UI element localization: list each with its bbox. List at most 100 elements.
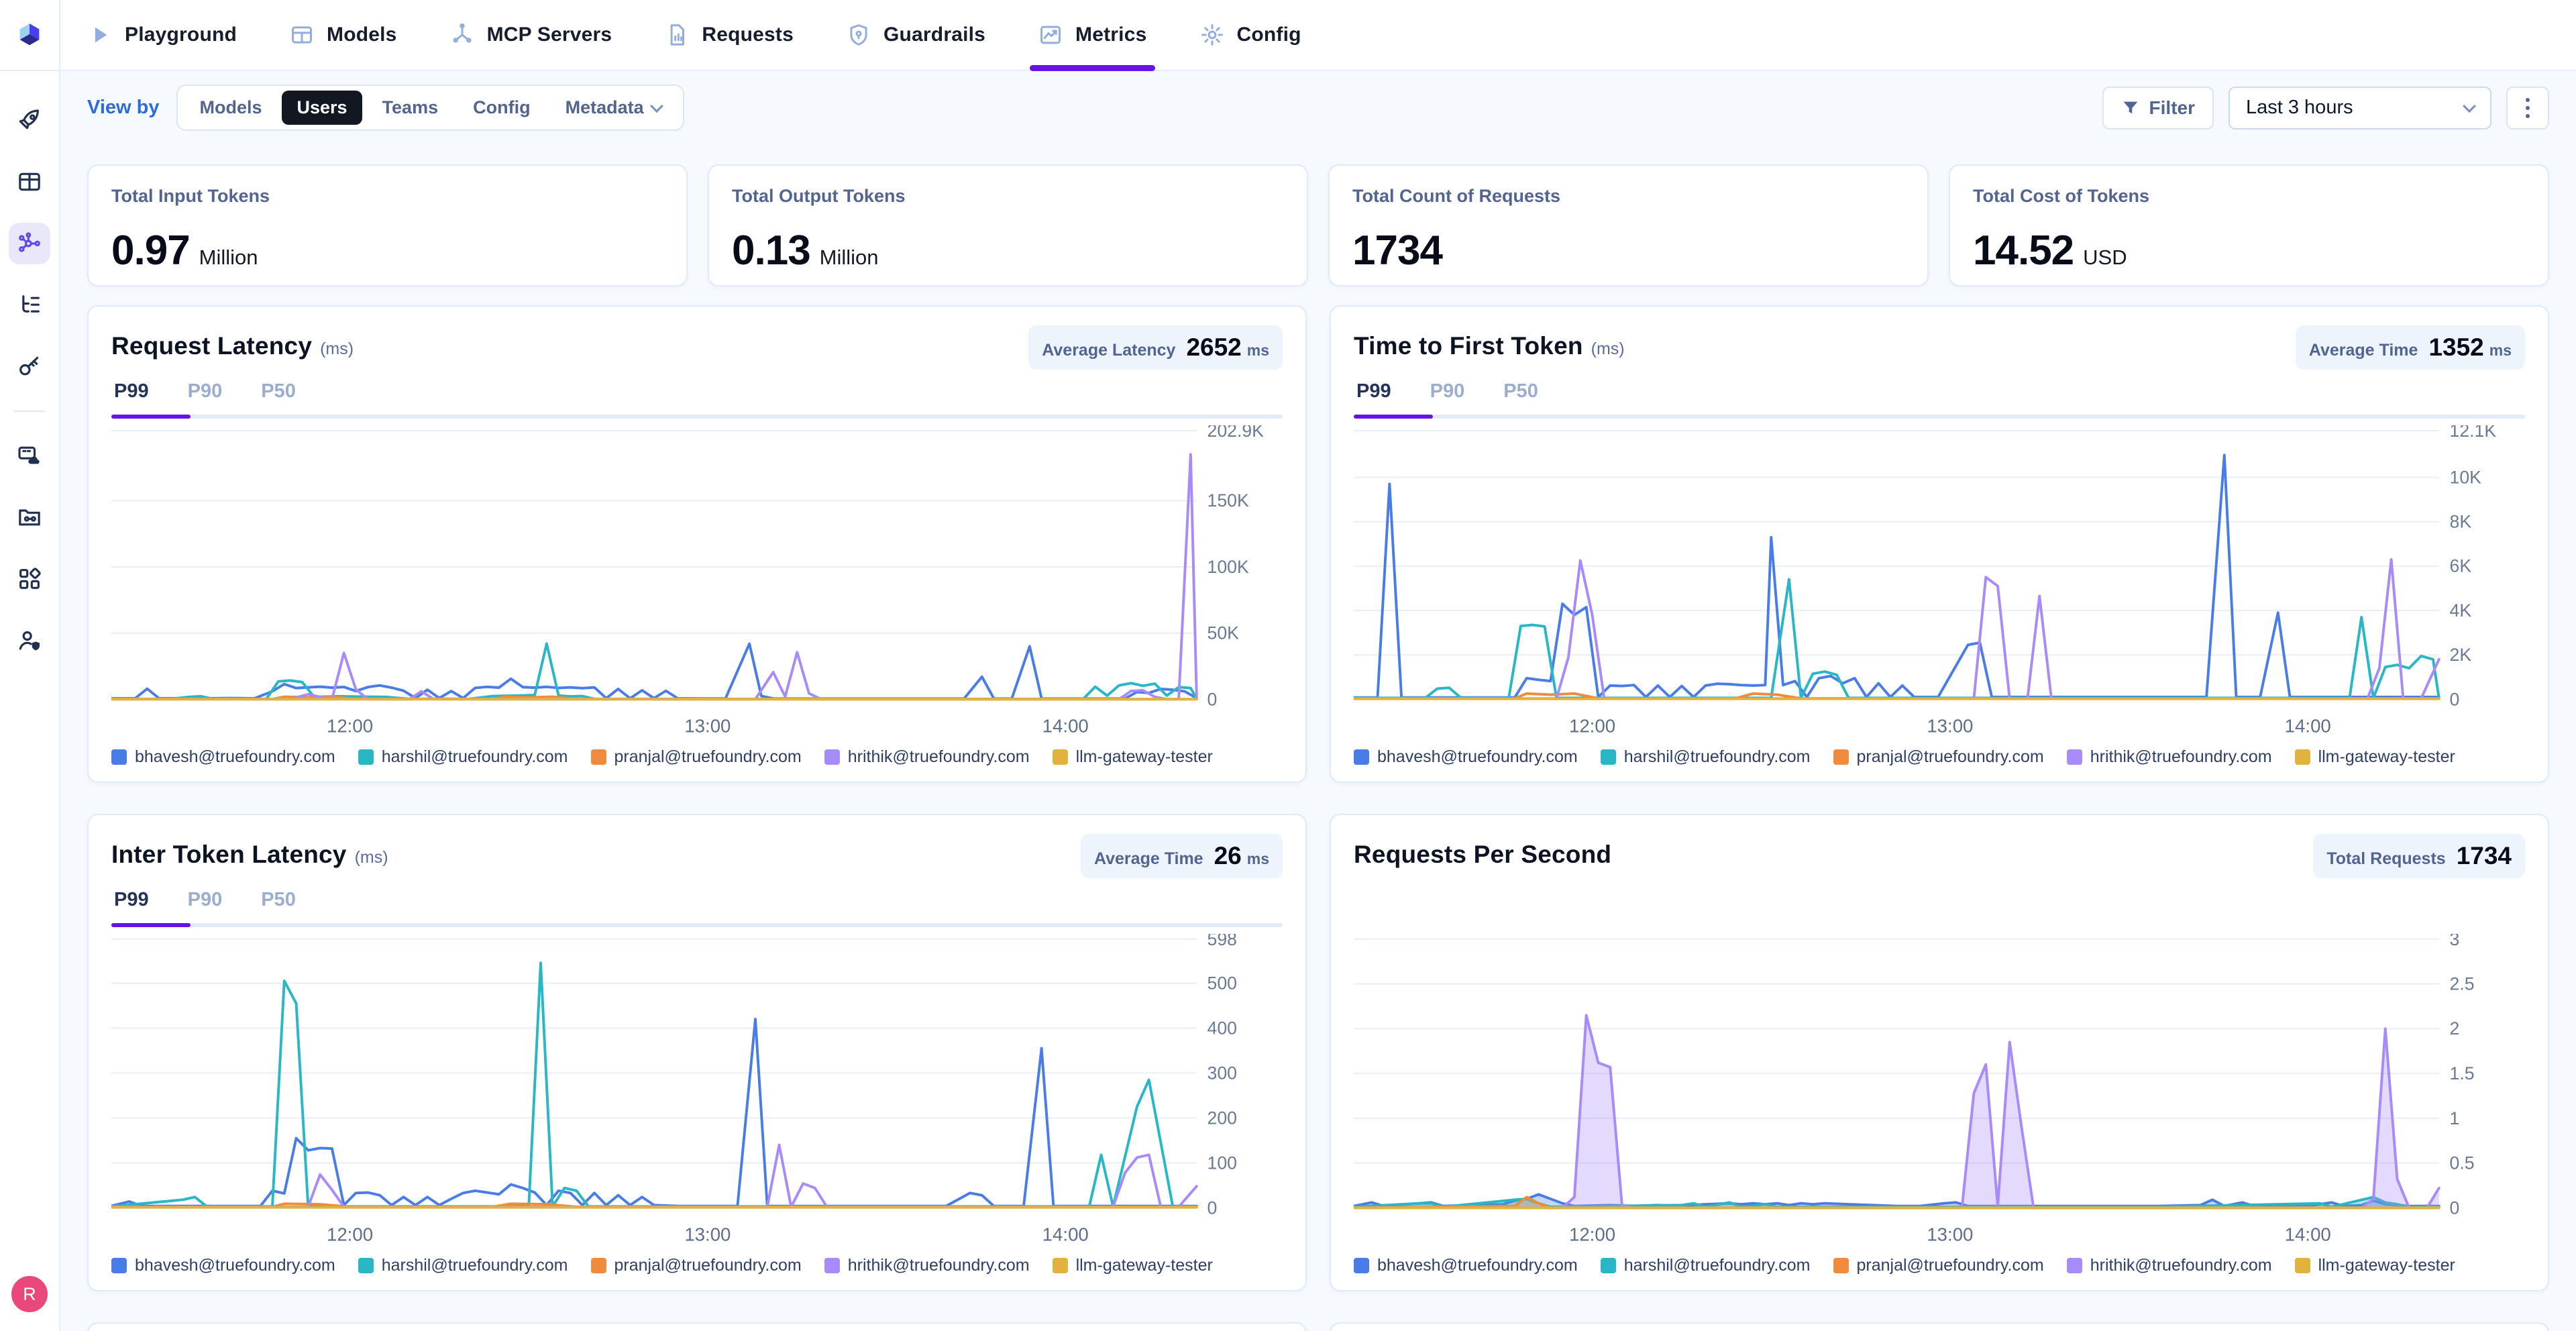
- sidebar-divider: [14, 411, 45, 412]
- svg-text:1.5: 1.5: [2450, 1063, 2475, 1083]
- legend-color-swatch: [824, 1258, 840, 1273]
- legend-item-hrithik-truefoundry-com[interactable]: hrithik@truefoundry.com: [2066, 747, 2272, 767]
- svg-text:150K: 150K: [1208, 491, 1249, 511]
- percentile-tab-p90[interactable]: P90: [1430, 380, 1465, 402]
- legend-color-swatch: [590, 749, 606, 765]
- sidebar-item-folder-flow[interactable]: [9, 496, 50, 538]
- view-by-option-teams[interactable]: Teams: [368, 91, 453, 125]
- percentile-tabs: P99 P90 P50: [1354, 380, 2525, 421]
- legend-item-bhavesh-truefoundry-com[interactable]: bhavesh@truefoundry.com: [111, 1256, 335, 1275]
- legend-item-harshil-truefoundry-com[interactable]: harshil@truefoundry.com: [1600, 747, 1811, 767]
- legend-label: bhavesh@truefoundry.com: [135, 1256, 335, 1275]
- svg-text:50K: 50K: [1208, 623, 1240, 643]
- guardrails-icon: [846, 22, 871, 48]
- svg-text:14:00: 14:00: [1042, 1224, 1089, 1245]
- percentile-tab-p50[interactable]: P50: [1503, 380, 1538, 402]
- key-icon: [16, 354, 43, 380]
- percentile-tab-p99[interactable]: P99: [114, 889, 149, 910]
- legend-item-pranjal-truefoundry-com[interactable]: pranjal@truefoundry.com: [1833, 747, 2044, 767]
- svg-text:0: 0: [1208, 1198, 1218, 1218]
- sidebar-item-table[interactable]: [9, 161, 50, 203]
- legend-item-bhavesh-truefoundry-com[interactable]: bhavesh@truefoundry.com: [1354, 1256, 1578, 1275]
- legend-color-swatch: [1833, 749, 1849, 765]
- view-by-option-models[interactable]: Models: [184, 91, 276, 125]
- nav-tab-label: Playground: [125, 23, 237, 46]
- legend-item-hrithik-truefoundry-com[interactable]: hrithik@truefoundry.com: [824, 1256, 1030, 1275]
- legend-item-bhavesh-truefoundry-com[interactable]: bhavesh@truefoundry.com: [111, 747, 335, 767]
- legend-item-pranjal-truefoundry-com[interactable]: pranjal@truefoundry.com: [590, 747, 802, 767]
- percentile-tab-p50[interactable]: P50: [261, 380, 296, 402]
- percentile-tab-p99[interactable]: P99: [114, 380, 149, 402]
- view-by-option-metadata[interactable]: Metadata: [551, 91, 676, 125]
- legend-color-swatch: [1600, 1258, 1616, 1273]
- more-options-button[interactable]: [2506, 86, 2549, 129]
- svg-text:1: 1: [2450, 1108, 2460, 1128]
- legend-label: hrithik@truefoundry.com: [2090, 747, 2272, 766]
- chart-legend: bhavesh@truefoundry.com harshil@truefoun…: [1354, 747, 2525, 767]
- sidebar-item-monitor-cloud[interactable]: [9, 435, 50, 476]
- legend-color-swatch: [2294, 749, 2310, 765]
- nav-tab-label: Guardrails: [883, 23, 986, 46]
- filter-button[interactable]: Filter: [2102, 86, 2214, 129]
- legend-item-pranjal-truefoundry-com[interactable]: pranjal@truefoundry.com: [590, 1256, 802, 1275]
- nav-tab-metrics[interactable]: Metrics: [1030, 0, 1155, 71]
- nav-tab-mcp-servers[interactable]: MCP Servers: [449, 0, 612, 70]
- svg-text:0: 0: [2450, 690, 2460, 710]
- metadata-label: Metadata: [565, 97, 644, 117]
- sidebar-item-blocks[interactable]: [9, 558, 50, 600]
- legend-item-llm-gateway-tester[interactable]: llm-gateway-tester: [1052, 747, 1213, 767]
- percentile-tabs: [1354, 889, 2525, 930]
- user-avatar[interactable]: R: [11, 1276, 48, 1312]
- legend-item-llm-gateway-tester[interactable]: llm-gateway-tester: [1052, 1256, 1213, 1275]
- legend-item-hrithik-truefoundry-com[interactable]: hrithik@truefoundry.com: [2066, 1256, 2272, 1275]
- legend-item-llm-gateway-tester[interactable]: llm-gateway-tester: [2294, 1256, 2455, 1275]
- metrics-toolbar: View by Models Users Teams Config Metadata F…: [60, 71, 2576, 142]
- legend-item-pranjal-truefoundry-com[interactable]: pranjal@truefoundry.com: [1833, 1256, 2044, 1275]
- nav-tab-models[interactable]: Models: [289, 0, 397, 70]
- nav-tab-guardrails[interactable]: Guardrails: [846, 0, 985, 70]
- legend-color-swatch: [1833, 1258, 1849, 1273]
- chart-summary-value: 1352: [2428, 333, 2484, 361]
- sidebar-item-user-shield[interactable]: [9, 620, 50, 661]
- sidebar-item-network[interactable]: [9, 223, 50, 264]
- legend-label: pranjal@truefoundry.com: [614, 747, 802, 766]
- nav-tab-requests[interactable]: Requests: [664, 0, 794, 70]
- legend-item-harshil-truefoundry-com[interactable]: harshil@truefoundry.com: [358, 747, 568, 767]
- percentile-tab-p99[interactable]: P99: [1356, 380, 1391, 402]
- time-range-select[interactable]: Last 3 hours: [2229, 86, 2491, 129]
- chart-summary-value: 2652: [1186, 333, 1242, 361]
- svg-text:300: 300: [1208, 1063, 1237, 1083]
- legend-item-bhavesh-truefoundry-com[interactable]: bhavesh@truefoundry.com: [1354, 747, 1578, 767]
- svg-text:500: 500: [1208, 973, 1237, 994]
- legend-item-harshil-truefoundry-com[interactable]: harshil@truefoundry.com: [1600, 1256, 1811, 1275]
- nav-tab-label: Models: [327, 23, 397, 46]
- chart-title: Request Latency: [111, 332, 313, 360]
- sidebar-item-key[interactable]: [9, 346, 50, 388]
- view-by-option-config[interactable]: Config: [458, 91, 545, 125]
- sidebar-item-rocket[interactable]: [9, 99, 50, 141]
- nav-tab-config[interactable]: Config: [1199, 0, 1301, 70]
- legend-item-llm-gateway-tester[interactable]: llm-gateway-tester: [2294, 747, 2455, 767]
- chart-summary-unit: ms: [1246, 850, 1269, 867]
- requests-icon: [664, 22, 690, 48]
- legend-label: hrithik@truefoundry.com: [2090, 1256, 2272, 1275]
- chart-title-unit: (ms): [320, 339, 354, 358]
- chart-summary-badge: Total Requests 1734: [2313, 834, 2525, 878]
- svg-text:14:00: 14:00: [2285, 716, 2331, 737]
- nav-tab-playground[interactable]: Playground: [87, 0, 237, 70]
- stat-card-total-input-tokens: Total Input Tokens 0.97 Million: [87, 164, 688, 286]
- app-logo[interactable]: [0, 0, 59, 71]
- chart-legend: bhavesh@truefoundry.com harshil@truefoun…: [111, 1256, 1283, 1275]
- legend-item-harshil-truefoundry-com[interactable]: harshil@truefoundry.com: [358, 1256, 568, 1275]
- percentile-tabs: P99 P90 P50: [111, 889, 1283, 930]
- legend-item-hrithik-truefoundry-com[interactable]: hrithik@truefoundry.com: [824, 747, 1030, 767]
- percentile-tab-p90[interactable]: P90: [187, 380, 223, 402]
- percentile-tab-p90[interactable]: P90: [187, 889, 223, 910]
- legend-label: pranjal@truefoundry.com: [1856, 747, 2044, 766]
- sidebar-item-tree[interactable]: [9, 284, 50, 326]
- chart-summary-badge: Average Time 26 ms: [1081, 834, 1283, 878]
- chart-title-unit: (ms): [354, 848, 388, 867]
- view-by-option-users[interactable]: Users: [282, 91, 362, 125]
- percentile-tab-p50[interactable]: P50: [261, 889, 296, 910]
- legend-color-swatch: [2066, 749, 2082, 765]
